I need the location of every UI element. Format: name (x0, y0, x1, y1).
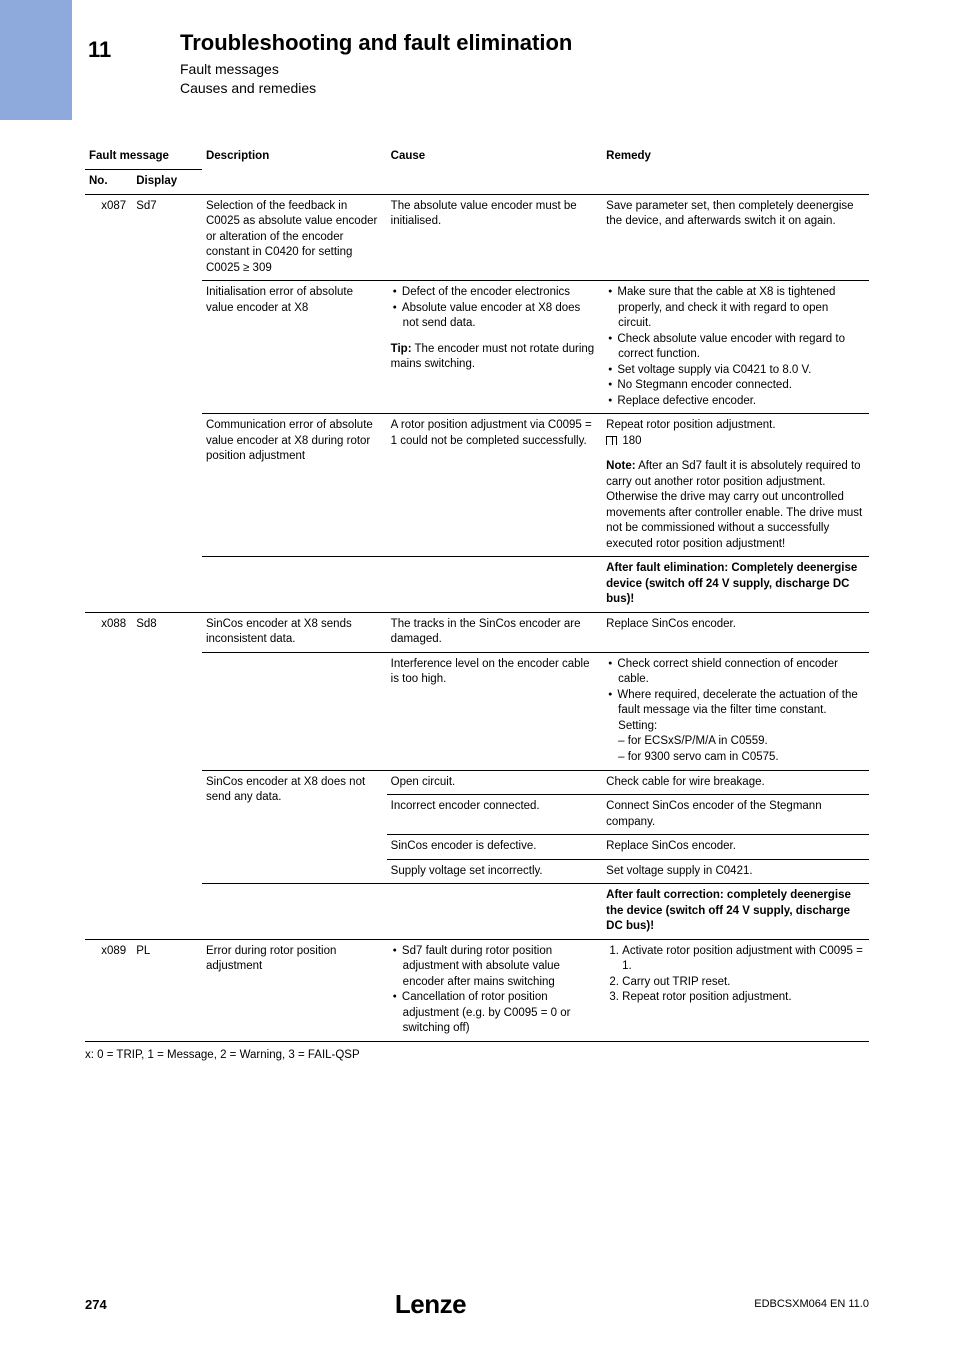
table-footnote: x: 0 = TRIP, 1 = Message, 2 = Warning, 3… (85, 1048, 869, 1064)
cell-remedy: Check correct shield connection of encod… (602, 652, 869, 770)
page-number: 274 (85, 1296, 107, 1314)
cell-no: x089 (85, 939, 132, 1041)
brand-logo: Lenze (395, 1287, 466, 1322)
cell-cause (387, 884, 602, 940)
cell-description: Selection of the feedback in C0025 as ab… (202, 194, 387, 281)
table-row: x087Sd7Selection of the feedback in C002… (85, 194, 869, 281)
cell-cause: Incorrect encoder connected. (387, 795, 602, 835)
table-body: x087Sd7Selection of the feedback in C002… (85, 194, 869, 1041)
cell-description: SinCos encoder at X8 sends inconsistent … (202, 612, 387, 652)
cell-remedy: Make sure that the cable at X8 is tighte… (602, 281, 869, 414)
list-item: Replace defective encoder. (618, 394, 863, 410)
cell-cause: Sd7 fault during rotor position adjustme… (387, 939, 602, 1041)
col-no: No. (85, 169, 132, 194)
cell-cause: Supply voltage set incorrectly. (387, 859, 602, 884)
list-item: Defect of the encoder electronics (403, 285, 596, 301)
cell-description (202, 557, 387, 613)
cell-no: x087 (85, 194, 132, 612)
col-remedy: Remedy (602, 145, 869, 194)
list-item: Carry out TRIP reset. (622, 975, 863, 991)
cell-cause: The absolute value encoder must be initi… (387, 194, 602, 281)
list-item: Repeat rotor position adjustment. (622, 990, 863, 1006)
fault-table-wrap: Fault message Description Cause Remedy N… (85, 145, 869, 1041)
list-item: Sd7 fault during rotor position adjustme… (403, 944, 596, 991)
section-title: Fault messages (180, 60, 954, 79)
col-cause: Cause (387, 145, 602, 194)
cell-cause: SinCos encoder is defective. (387, 835, 602, 860)
cell-display: Sd7 (132, 194, 202, 612)
page-header: 11 Troubleshooting and fault elimination… (0, 0, 954, 97)
page-footer: 274 Lenze EDBCSXM064 EN 11.0 (0, 1287, 954, 1322)
table-row: SinCos encoder at X8 does not send any d… (85, 770, 869, 795)
list-item: Check absolute value encoder with regard… (618, 332, 863, 363)
cell-description: Error during rotor position adjustment (202, 939, 387, 1041)
cell-cause: A rotor position adjustment via C0095 = … (387, 414, 602, 557)
cell-cause: The tracks in the SinCos encoder are dam… (387, 612, 602, 652)
chapter-number: 11 (88, 35, 111, 65)
cell-cause: Open circuit. (387, 770, 602, 795)
list-item: No Stegmann encoder connected. (618, 378, 863, 394)
table-row: Interference level on the encoder cable … (85, 652, 869, 770)
cell-remedy: Save parameter set, then completely deen… (602, 194, 869, 281)
cell-remedy: Activate rotor position adjustment with … (602, 939, 869, 1041)
col-description: Description (202, 145, 387, 194)
table-row: x088Sd8SinCos encoder at X8 sends incons… (85, 612, 869, 652)
list-item: Set voltage supply via C0421 to 8.0 V. (618, 363, 863, 379)
list-item: Check correct shield connection of encod… (618, 657, 863, 688)
cell-display: PL (132, 939, 202, 1041)
cell-remedy: Connect SinCos encoder of the Stegmann c… (602, 795, 869, 835)
list-item: Absolute value encoder at X8 does not se… (403, 301, 596, 332)
cell-remedy: After fault elimination: Completely deen… (602, 557, 869, 613)
cell-no: x088 (85, 612, 132, 939)
table-row: Initialisation error of absolute value e… (85, 281, 869, 414)
cell-description: SinCos encoder at X8 does not send any d… (202, 770, 387, 884)
table-head: Fault message Description Cause Remedy N… (85, 145, 869, 194)
cell-remedy: After fault correction: completely deene… (602, 884, 869, 940)
cell-description: Initialisation error of absolute value e… (202, 281, 387, 414)
cell-cause: Defect of the encoder electronicsAbsolut… (387, 281, 602, 414)
page: 11 Troubleshooting and fault elimination… (0, 0, 954, 1350)
table-row: Communication error of absolute value en… (85, 414, 869, 557)
chapter-title: Troubleshooting and fault elimination (180, 28, 954, 58)
cell-remedy: Replace SinCos encoder. (602, 835, 869, 860)
fault-table: Fault message Description Cause Remedy N… (85, 145, 869, 1041)
cell-remedy: Repeat rotor position adjustment. 180Not… (602, 414, 869, 557)
cell-description: Communication error of absolute value en… (202, 414, 387, 557)
cell-cause (387, 557, 602, 613)
cell-display: Sd8 (132, 612, 202, 939)
cell-description (202, 652, 387, 770)
cell-remedy: Check cable for wire breakage. (602, 770, 869, 795)
table-row: After fault elimination: Completely deen… (85, 557, 869, 613)
cell-remedy: Set voltage supply in C0421. (602, 859, 869, 884)
table-row: After fault correction: completely deene… (85, 884, 869, 940)
table-row: x089PLError during rotor position adjust… (85, 939, 869, 1041)
cell-remedy: Replace SinCos encoder. (602, 612, 869, 652)
cell-description (202, 884, 387, 940)
list-item: Where required, decelerate the actuation… (618, 688, 863, 766)
book-icon (606, 436, 617, 445)
col-fault-message: Fault message (85, 145, 202, 169)
list-item: Make sure that the cable at X8 is tighte… (618, 285, 863, 332)
col-display: Display (132, 169, 202, 194)
subsection-title: Causes and remedies (180, 79, 954, 98)
list-item: Activate rotor position adjustment with … (622, 944, 863, 975)
list-item: Cancellation of rotor position adjustmen… (403, 990, 596, 1037)
cell-cause: Interference level on the encoder cable … (387, 652, 602, 770)
document-id: EDBCSXM064 EN 11.0 (754, 1297, 869, 1312)
